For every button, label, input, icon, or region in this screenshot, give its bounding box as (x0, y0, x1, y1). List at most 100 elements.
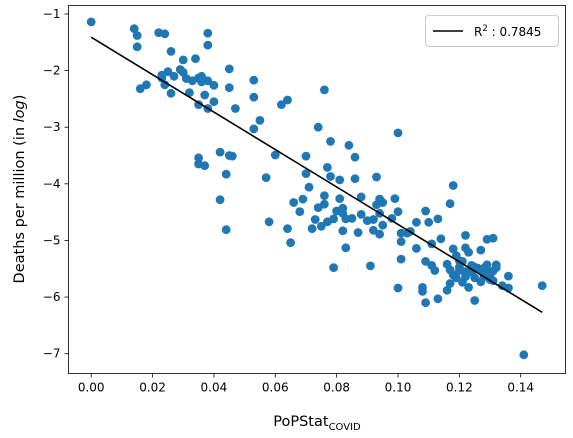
data-point (307, 224, 317, 234)
y-axis-title: Deaths per million (in log) (12, 95, 28, 284)
data-point (227, 151, 237, 161)
x-axis: 0.00 0.02 0.04 0.06 0.08 0.10 0.12 0.14 (78, 373, 534, 395)
data-point (157, 73, 167, 83)
data-point (320, 85, 329, 95)
data-point (203, 40, 213, 50)
data-point (249, 124, 259, 134)
data-point (163, 67, 173, 77)
plot-area-frame (68, 5, 566, 374)
data-point (231, 104, 240, 113)
data-point (458, 257, 467, 266)
legend: R2 : 0.7845 (425, 15, 559, 47)
data-point (396, 228, 406, 238)
x-axis-title: PoPStatCOVID (273, 414, 361, 433)
data-point (166, 47, 176, 56)
legend-label-value: : 0.7845 (488, 25, 542, 39)
data-point (86, 17, 96, 27)
data-point (301, 151, 311, 161)
y-axis: −7 −6 −5 −4 −3 −2 −1 (43, 7, 69, 361)
x-tick-label: 0.06 (262, 381, 289, 395)
data-point (396, 237, 406, 247)
data-point (178, 55, 188, 65)
data-point (301, 169, 311, 179)
data-point (335, 175, 345, 185)
data-point (347, 214, 357, 223)
data-point (160, 29, 170, 39)
y-axis-title-italic: log (12, 100, 28, 122)
x-tick-label: 0.10 (385, 381, 412, 395)
data-point (396, 254, 406, 264)
data-point (433, 294, 443, 304)
data-point (169, 71, 179, 81)
data-point (194, 153, 204, 163)
data-point (436, 234, 446, 244)
data-point (166, 88, 176, 98)
data-point (249, 92, 259, 102)
data-point (537, 281, 547, 291)
data-point (350, 174, 360, 184)
data-point (203, 76, 213, 86)
data-point (461, 272, 470, 282)
data-point (476, 245, 486, 255)
data-point (200, 90, 210, 100)
data-point (353, 228, 363, 237)
data-point (215, 195, 225, 205)
data-point (209, 80, 219, 90)
data-point (326, 172, 335, 181)
x-axis-title-subscript: COVID (329, 422, 361, 433)
data-point (249, 75, 259, 85)
data-point (264, 217, 274, 227)
data-point (390, 194, 400, 204)
data-point (356, 210, 366, 219)
legend-box (425, 15, 559, 47)
x-tick-label: 0.08 (323, 381, 350, 395)
regression-line (90, 36, 543, 314)
data-point (304, 182, 314, 192)
data-point (445, 199, 455, 209)
x-tick-label: 0.02 (139, 381, 166, 395)
data-point (421, 206, 430, 216)
data-point (448, 244, 458, 254)
data-point (329, 214, 338, 224)
y-tick-label: −2 (43, 64, 61, 78)
data-point (442, 285, 452, 295)
data-point (203, 28, 213, 38)
data-point (387, 214, 397, 223)
legend-label: R2 : 0.7845 (474, 24, 541, 39)
data-point (448, 181, 458, 190)
y-tick-label: −4 (43, 177, 61, 191)
data-point (221, 169, 231, 179)
data-point (194, 100, 204, 109)
data-point (378, 220, 388, 230)
data-point (298, 194, 308, 204)
data-point (261, 173, 271, 183)
data-point (424, 217, 434, 227)
data-point (320, 191, 329, 201)
data-point (255, 116, 265, 125)
y-axis-title-main: Deaths per million (in (12, 122, 28, 283)
data-point (209, 97, 219, 107)
data-point (369, 215, 378, 224)
y-tick-label: −3 (43, 120, 61, 134)
data-point (320, 199, 329, 209)
y-tick-label: −5 (43, 233, 61, 247)
x-tick-label: 0.00 (78, 381, 105, 395)
data-point (418, 283, 427, 292)
data-point (464, 283, 473, 292)
data-point (142, 80, 151, 90)
data-point (491, 263, 501, 272)
data-point (519, 350, 529, 360)
data-point (430, 266, 440, 275)
data-point (329, 263, 338, 272)
data-point (488, 233, 498, 243)
data-point (323, 163, 332, 172)
data-point (341, 243, 351, 253)
data-point (338, 226, 348, 236)
data-point (326, 137, 335, 146)
data-point (421, 298, 430, 308)
points-layer (86, 17, 547, 360)
data-point (504, 271, 513, 281)
y-tick-label: −7 (43, 347, 61, 361)
x-tick-label: 0.04 (201, 381, 228, 395)
